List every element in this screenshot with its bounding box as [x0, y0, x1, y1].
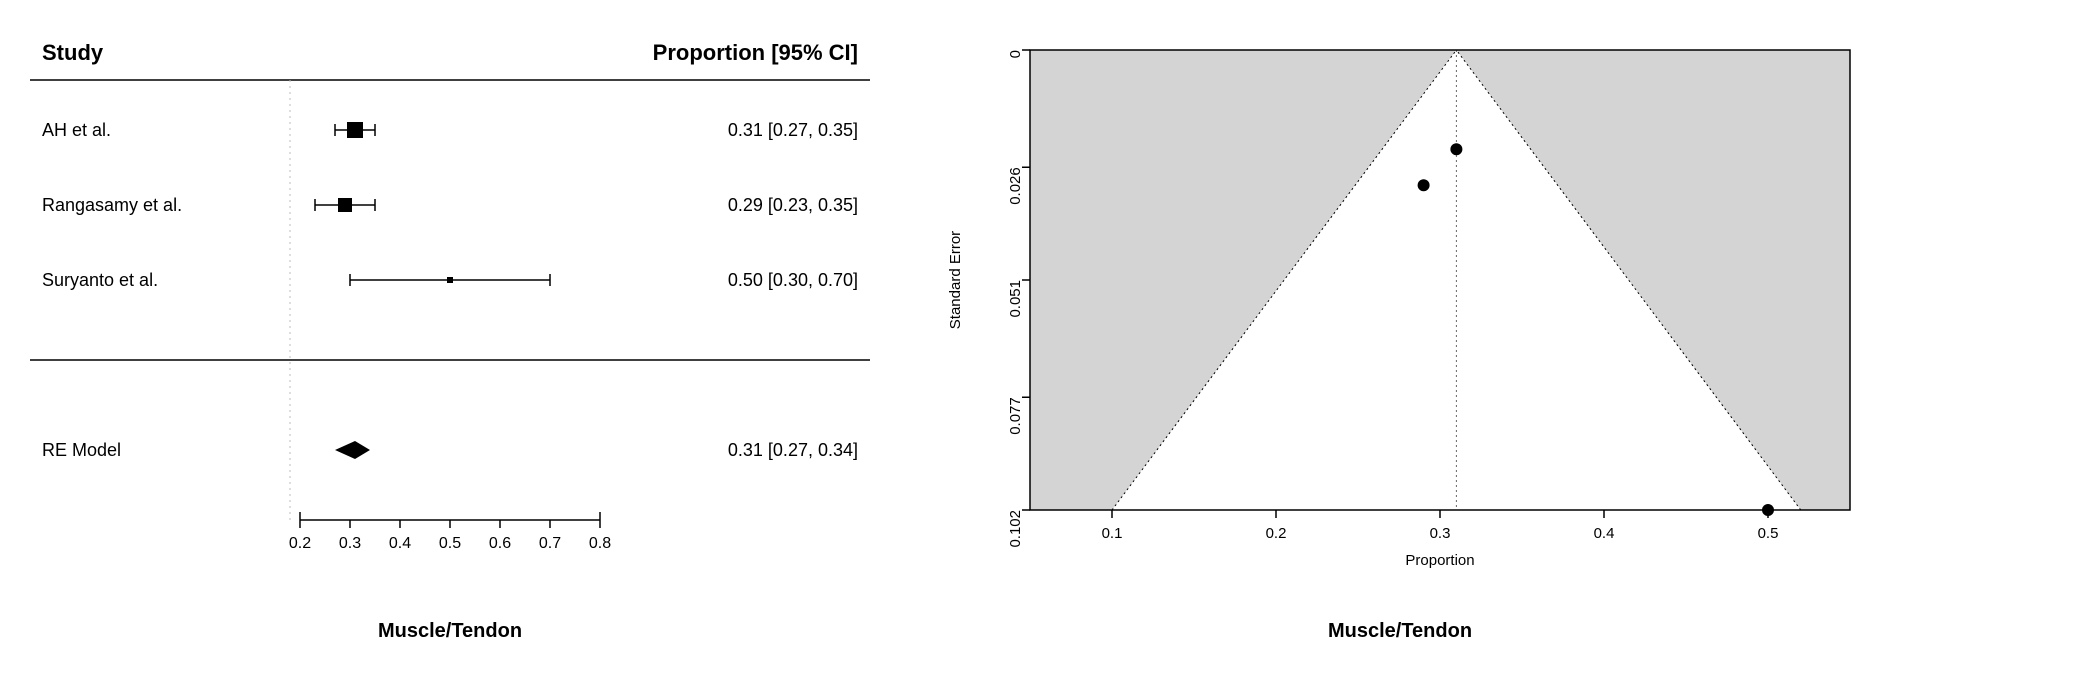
funnel-y-tick-label: 0.026 — [1007, 167, 1024, 205]
forest-x-tick-label: 0.2 — [289, 535, 311, 552]
forest-x-tick-label: 0.5 — [439, 535, 461, 552]
forest-study-label: AH et al. — [42, 120, 111, 140]
funnel-point — [1450, 143, 1462, 155]
forest-study-box — [447, 277, 453, 283]
funnel-plot-panel: 0.1 0.2 0.3 0.4 0.5 0 0.026 0.051 0.077 0.102 Prop… — [910, 20, 1890, 643]
forest-caption: Muscle/Tendon — [30, 620, 870, 643]
funnel-point — [1418, 179, 1430, 191]
funnel-y-tick-label: 0.077 — [1007, 397, 1024, 435]
funnel-x-tick-label: 0.1 — [1102, 525, 1123, 542]
forest-x-tick-label: 0.3 — [339, 535, 361, 552]
funnel-x-tick-label: 0.5 — [1758, 525, 1779, 542]
forest-study-box — [347, 122, 363, 138]
funnel-y-label: Standard Error — [947, 231, 964, 329]
forest-header-study: Study — [42, 40, 104, 65]
forest-study-label: Rangasamy et al. — [42, 195, 182, 215]
funnel-y-tick-label: 0.051 — [1007, 280, 1024, 318]
forest-header-ci: Proportion [95% CI] — [653, 40, 858, 65]
forest-summary-stat: 0.31 [0.27, 0.34] — [728, 440, 858, 460]
forest-study-box — [338, 198, 352, 212]
forest-x-tick-label: 0.6 — [489, 535, 511, 552]
funnel-plot-svg: 0.1 0.2 0.3 0.4 0.5 0 0.026 0.051 0.077 0.102 Prop… — [910, 20, 1890, 620]
forest-study-stat: 0.50 [0.30, 0.70] — [728, 270, 858, 290]
forest-study-stat: 0.29 [0.23, 0.35] — [728, 195, 858, 215]
forest-plot-panel: Study Proportion [95% CI] AH et al. 0.31 [0… — [30, 20, 870, 643]
funnel-caption: Muscle/Tendon — [910, 620, 1890, 643]
funnel-x-tick-label: 0.3 — [1430, 525, 1451, 542]
funnel-x-label: Proportion — [1405, 552, 1474, 569]
forest-summary-diamond — [335, 441, 370, 459]
forest-summary-label: RE Model — [42, 440, 121, 460]
forest-x-tick-label: 0.8 — [589, 535, 611, 552]
funnel-x-tick-label: 0.2 — [1266, 525, 1287, 542]
funnel-x-tick-label: 0.4 — [1594, 525, 1615, 542]
forest-study-stat: 0.31 [0.27, 0.35] — [728, 120, 858, 140]
funnel-y-tick-label: 0 — [1007, 50, 1024, 58]
forest-x-tick-label: 0.4 — [389, 535, 411, 552]
forest-x-tick-label: 0.7 — [539, 535, 561, 552]
forest-plot-svg: Study Proportion [95% CI] AH et al. 0.31 [0… — [30, 20, 870, 620]
forest-study-label: Suryanto et al. — [42, 270, 158, 290]
funnel-y-tick-label: 0.102 — [1007, 510, 1024, 548]
